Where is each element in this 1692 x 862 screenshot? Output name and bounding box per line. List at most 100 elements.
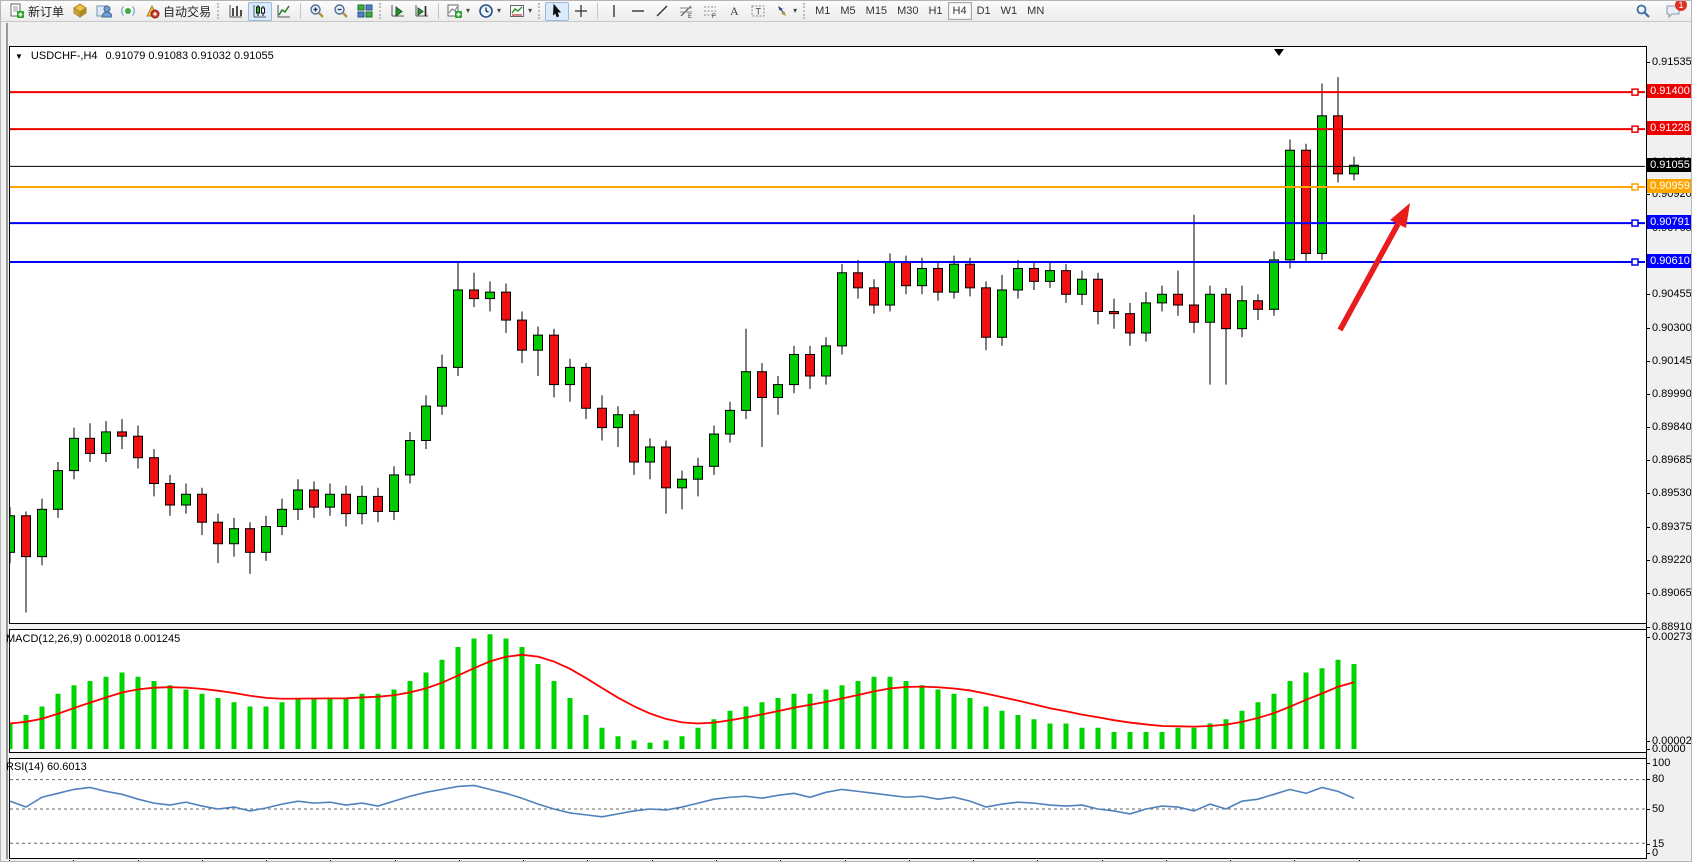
- period-h4-button[interactable]: H4: [947, 2, 972, 20]
- toolbar-grip[interactable]: [803, 3, 808, 19]
- templates-button[interactable]: ▾: [505, 2, 536, 21]
- price-axis[interactable]: 0.915350.913800.912250.910700.909200.907…: [1646, 46, 1692, 860]
- horizontal-line-0.90959[interactable]: [10, 183, 1645, 191]
- axis-tick-mark: [1646, 294, 1650, 296]
- arrows-button[interactable]: ▾: [770, 2, 801, 21]
- price-tick-label: 0.89220: [1652, 553, 1692, 566]
- new-order-button-label: 新订单: [28, 4, 65, 19]
- time-tick-mark: [201, 860, 203, 861]
- zoom-in-button[interactable]: [305, 2, 329, 21]
- auto-trading-button-label: 自动交易: [163, 4, 212, 19]
- axis-tick-mark: [1646, 327, 1650, 329]
- horizontal-line-0.90791[interactable]: [10, 219, 1645, 227]
- chart-menu-triangle-icon[interactable]: ▼: [15, 51, 23, 61]
- rsi-panel[interactable]: [9, 758, 1646, 859]
- signal-button[interactable]: [116, 2, 140, 21]
- axis-tick-mark: [1646, 593, 1650, 595]
- chart-shift-marker[interactable]: [1274, 49, 1284, 56]
- toolbar-grip[interactable]: [379, 3, 384, 19]
- fibonacci-button[interactable]: E: [674, 2, 698, 21]
- chart-ohlc-values: 0.91079 0.91083 0.91032 0.91055: [105, 50, 274, 62]
- axis-tick-mark: [1646, 637, 1650, 638]
- rsi-label: RSI(14) 60.6013: [6, 761, 87, 773]
- price-chart-panel[interactable]: [9, 46, 1646, 624]
- rsi-level-label: 0: [1652, 847, 1659, 859]
- chevron-down-icon[interactable]: ▾: [497, 6, 502, 15]
- axis-tick-mark: [1646, 626, 1650, 628]
- rsi-canvas[interactable]: [10, 759, 1645, 858]
- toolbar-separator: [597, 3, 599, 19]
- bar-chart-button[interactable]: [224, 2, 248, 21]
- text-button[interactable]: A: [722, 2, 746, 21]
- cursor-icon: [549, 3, 565, 19]
- time-tick-mark: [715, 860, 717, 861]
- svg-text:T: T: [756, 7, 762, 17]
- auto-trading-button[interactable]: 自动交易: [140, 2, 215, 21]
- axis-tick-mark: [1646, 62, 1650, 64]
- vertical-line-button[interactable]: [602, 2, 626, 21]
- indicators-icon: [447, 3, 463, 19]
- period-d1-button[interactable]: D1: [976, 5, 991, 17]
- macd-canvas[interactable]: [10, 630, 1645, 752]
- horizontal-line-button[interactable]: [626, 2, 650, 21]
- svg-text:A: A: [730, 4, 739, 18]
- trendline-button[interactable]: [650, 2, 674, 21]
- period-mn-button[interactable]: MN: [1027, 5, 1045, 17]
- tile-windows-button[interactable]: [353, 2, 377, 21]
- chart-shift-button[interactable]: [410, 2, 434, 21]
- line-chart-button[interactable]: [272, 2, 296, 21]
- auto-trading-icon: [144, 3, 160, 19]
- line-price-box-0.90610: 0.90610: [1647, 254, 1691, 269]
- price-chart-canvas[interactable]: [10, 47, 1645, 623]
- search-button[interactable]: [1631, 2, 1655, 21]
- text-label-icon: T: [750, 3, 766, 19]
- macd-panel[interactable]: [9, 629, 1646, 753]
- new-order-button[interactable]: 新订单: [5, 2, 68, 21]
- period-m15-button[interactable]: M15: [865, 5, 888, 17]
- horizontal-line-0.91228[interactable]: [10, 125, 1645, 133]
- horizontal-line-0.90610[interactable]: [10, 258, 1645, 266]
- rsi-line: [10, 784, 1355, 818]
- time-axis[interactable]: 11 May 202312 May 12:0015 May 04:0015 Ma…: [1, 860, 1691, 861]
- time-tick-mark: [73, 860, 75, 861]
- toolbar-grip[interactable]: [217, 3, 222, 19]
- period-m30-button[interactable]: M30: [897, 5, 919, 17]
- chevron-down-icon[interactable]: ▾: [793, 6, 798, 15]
- period-m5-button[interactable]: M5: [840, 5, 856, 17]
- zoom-out-button[interactable]: [329, 2, 353, 21]
- horizontal-line-0.91400[interactable]: [10, 88, 1645, 96]
- navigator-button[interactable]: [92, 2, 116, 21]
- candlestick-chart-button[interactable]: [248, 1, 273, 21]
- up-arrow-annotation[interactable]: [1337, 203, 1410, 332]
- zoom-in-icon: [309, 3, 325, 19]
- rsi-level-label: 100: [1652, 757, 1671, 769]
- chevron-down-icon[interactable]: ▾: [528, 6, 533, 15]
- period-m1-button[interactable]: M1: [815, 5, 831, 17]
- macd-label: MACD(12,26,9) 0.002018 0.001245: [6, 633, 181, 645]
- indicators-button[interactable]: ▾: [443, 2, 474, 21]
- axis-tick-mark: [1646, 809, 1650, 810]
- line-chart-icon: [276, 3, 292, 19]
- time-tick-mark: [330, 860, 332, 861]
- chevron-down-icon[interactable]: ▾: [466, 6, 471, 15]
- price-axis-border: [1646, 46, 1647, 859]
- clock-icon: [478, 3, 494, 19]
- rsi-level-label: 80: [1652, 773, 1665, 785]
- candlesticks: [10, 77, 1359, 613]
- price-tick-label: 0.89840: [1652, 420, 1692, 433]
- time-tick-mark: [394, 860, 396, 861]
- period-h1-button[interactable]: H1: [928, 5, 943, 17]
- channel-button[interactable]: F: [698, 2, 722, 21]
- crosshair-button[interactable]: [569, 2, 593, 21]
- auto-scroll-button[interactable]: [386, 2, 410, 21]
- rsi-level-label: 15: [1652, 838, 1665, 850]
- chat-button[interactable]: 1: [1661, 1, 1687, 21]
- line-price-box-0.91400: 0.91400: [1647, 84, 1691, 99]
- text-label-button[interactable]: T: [746, 2, 770, 21]
- market-watch-button[interactable]: [68, 2, 92, 21]
- price-tick-label: 0.89990: [1652, 388, 1692, 401]
- toolbar-grip[interactable]: [538, 3, 543, 19]
- period-w1-button[interactable]: W1: [1000, 5, 1018, 17]
- periods-button[interactable]: ▾: [474, 2, 505, 21]
- cursor-button[interactable]: [545, 1, 570, 21]
